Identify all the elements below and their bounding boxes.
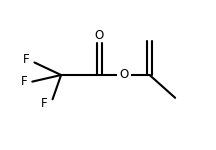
Text: O: O	[95, 30, 104, 42]
Text: O: O	[119, 69, 129, 81]
Text: F: F	[23, 53, 29, 66]
Text: F: F	[41, 97, 47, 110]
Text: F: F	[21, 75, 27, 88]
